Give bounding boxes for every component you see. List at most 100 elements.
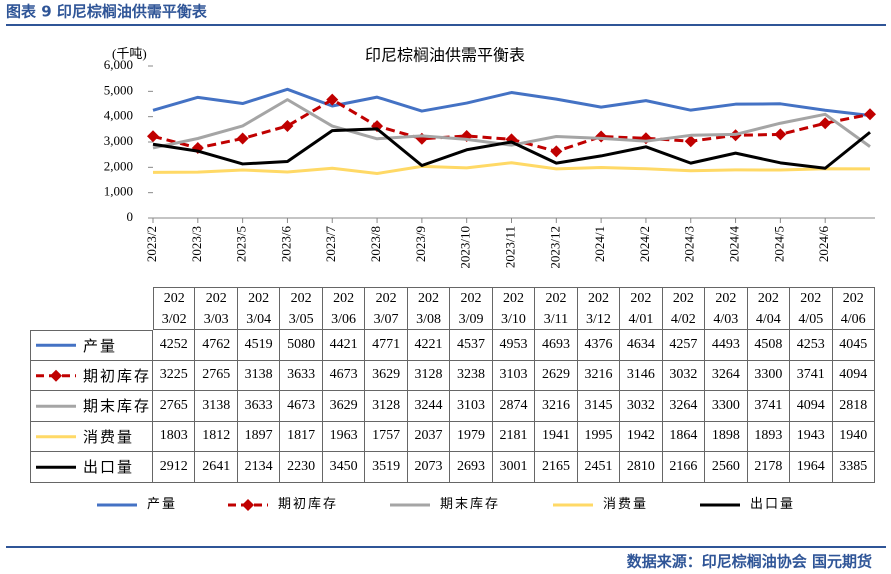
column-header: 2023/07	[365, 287, 408, 330]
cell-text: 2024/06	[840, 290, 866, 327]
column-header: 2024/02	[662, 287, 706, 330]
table-value: 2641	[195, 452, 238, 483]
table-value: 3385	[832, 452, 875, 483]
cell-text: 3138	[202, 397, 231, 413]
table-value: 3138	[195, 391, 238, 422]
table-value: 3103	[492, 360, 536, 391]
table-value: 2134	[237, 452, 281, 483]
cell-text: 3629	[329, 397, 358, 413]
cell-text: 3001	[499, 458, 528, 474]
table-value: 4537	[450, 330, 493, 361]
cell-text: 2023/04	[246, 290, 272, 327]
cell-text: 2230	[287, 458, 316, 474]
cell-text: 4953	[499, 336, 528, 352]
cell-text: 2912	[159, 458, 188, 474]
point-marker	[326, 93, 339, 106]
cell-text: 3300	[754, 367, 783, 383]
cell-text: 3264	[669, 397, 698, 413]
table-value: 3244	[407, 391, 451, 422]
y-tick-label: 0	[127, 209, 134, 224]
cell-text: 2024/03	[713, 290, 739, 327]
table-value: 2178	[747, 452, 791, 483]
column-header: 2023/04	[237, 287, 281, 330]
cell-text: 4771	[372, 336, 401, 352]
table-value: 3264	[705, 360, 748, 391]
table-value: 4762	[195, 330, 238, 361]
column-header: 2024/05	[790, 287, 833, 330]
column-header: 2023/08	[407, 287, 451, 330]
legend-marker	[50, 369, 62, 382]
cell-text: 2874	[499, 397, 528, 413]
table-value: 3145	[577, 391, 621, 422]
cell-text: 3238	[457, 367, 486, 383]
y-tick-label: 1,000	[104, 184, 133, 199]
table-value: 4094	[832, 360, 875, 391]
cell-text: 1940	[839, 428, 868, 444]
series-line	[152, 127, 871, 170]
point-marker	[684, 135, 697, 148]
row-label: 期末库存	[30, 391, 153, 422]
point-marker	[774, 128, 787, 141]
table-value: 2230	[280, 452, 323, 483]
table-value: 2629	[535, 360, 578, 391]
row-label: 出口量	[30, 452, 153, 483]
cell-text: 2024/05	[798, 290, 824, 327]
y-tick-label: 4,000	[104, 108, 133, 123]
cell-text: 2166	[669, 458, 698, 474]
cell-text: 1941	[541, 428, 570, 444]
cell-text: 3225	[159, 367, 188, 383]
table-value: 4519	[237, 330, 281, 361]
point-marker	[550, 145, 563, 158]
x-tick-label: 2023/7	[323, 226, 338, 263]
table-value: 3450	[322, 452, 366, 483]
column-header: 2023/02	[153, 287, 196, 330]
table-value: 2037	[407, 421, 451, 452]
table-value: 3146	[620, 360, 663, 391]
x-tick-label: 2024/5	[771, 226, 786, 262]
cell-text: 1757	[372, 428, 401, 444]
table-value: 3633	[280, 360, 323, 391]
cell-text: 2181	[499, 428, 528, 444]
table-value: 5080	[280, 330, 323, 361]
table-value: 2912	[153, 452, 196, 483]
series-line	[152, 87, 871, 118]
table-value: 3741	[790, 360, 833, 391]
cell-text: 3138	[244, 367, 273, 383]
cell-text: 4253	[796, 336, 825, 352]
cell-text: 2037	[414, 428, 443, 444]
x-tick-label: 2024/6	[816, 226, 831, 263]
table-value: 4252	[153, 330, 196, 361]
x-tick-label: 2023/12	[547, 226, 562, 269]
table-value: 3216	[577, 360, 621, 391]
table-value: 3103	[450, 391, 493, 422]
x-tick-label: 2023/8	[368, 226, 383, 262]
cell-text: 3145	[584, 397, 613, 413]
cell-text: 2023/03	[203, 290, 229, 327]
cell-text: 3216	[541, 397, 570, 413]
table-value: 3300	[705, 391, 748, 422]
table-value: 1864	[662, 421, 706, 452]
table-value: 1757	[365, 421, 408, 452]
table-value: 4257	[662, 330, 706, 361]
legend-label: 期初库存	[278, 496, 338, 511]
cell-text: 4493	[711, 336, 740, 352]
legend-label: 消费量	[603, 496, 648, 511]
table-value: 1963	[322, 421, 366, 452]
table-value: 2874	[492, 391, 536, 422]
header-title: 图表 9 印尼棕榈油供需平衡表	[6, 3, 208, 21]
header-rule	[6, 24, 886, 26]
table-value: 3741	[747, 391, 791, 422]
cell-text: 3128	[414, 367, 443, 383]
cell-text: 2073	[414, 458, 443, 474]
cell-text: 3032	[626, 397, 655, 413]
y-axis-label: (千吨)	[112, 46, 147, 61]
column-header: 2023/12	[577, 287, 621, 330]
table-value: 2073	[407, 452, 451, 483]
cell-text: 4508	[754, 336, 783, 352]
legend-label: 出口量	[83, 460, 135, 477]
point-marker	[595, 130, 608, 143]
table-value: 3225	[153, 360, 196, 391]
table-value: 4493	[705, 330, 748, 361]
